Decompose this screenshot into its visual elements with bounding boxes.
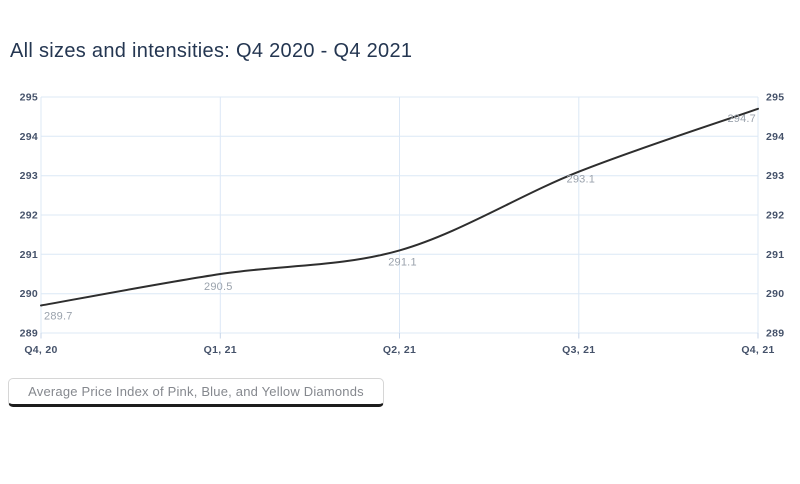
y-axis-tick-label-right: 292 — [766, 210, 784, 222]
chart-title: All sizes and intensities: Q4 2020 - Q4 … — [10, 40, 413, 62]
y-axis-tick-label-left: 295 — [20, 92, 38, 104]
data-point-label: 291.1 — [388, 256, 417, 268]
data-point-label: 294.7 — [727, 113, 756, 125]
legend-toggle-button[interactable]: Average Price Index of Pink, Blue, and Y… — [8, 378, 384, 407]
y-axis-tick-label-left: 291 — [20, 249, 38, 261]
y-axis-tick-label-right: 294 — [766, 131, 784, 143]
x-axis-tick-label: Q3, 21 — [562, 344, 595, 356]
y-axis-tick-label-left: 293 — [20, 170, 38, 182]
x-axis-tick-label: Q4, 20 — [24, 344, 57, 356]
y-axis-tick-label-right: 291 — [766, 249, 784, 261]
y-axis-tick-label-left: 290 — [20, 288, 38, 300]
y-axis-tick-label-left: 289 — [20, 328, 38, 340]
data-point-label: 289.7 — [44, 311, 73, 323]
y-axis-tick-label-left: 292 — [20, 210, 38, 222]
y-axis-tick-label-right: 289 — [766, 328, 784, 340]
y-axis-tick-label-right: 290 — [766, 288, 784, 300]
x-axis-tick-label: Q4, 21 — [741, 344, 774, 356]
x-axis-tick-label: Q2, 21 — [383, 344, 416, 356]
y-axis-tick-label-right: 295 — [766, 92, 784, 104]
data-point-label: 290.5 — [204, 281, 233, 293]
data-point-label: 293.1 — [567, 174, 596, 186]
y-axis-tick-label-left: 294 — [20, 131, 38, 143]
x-axis-tick-label: Q1, 21 — [204, 344, 237, 356]
y-axis-tick-label-right: 293 — [766, 170, 784, 182]
price-index-line — [40, 107, 759, 307]
